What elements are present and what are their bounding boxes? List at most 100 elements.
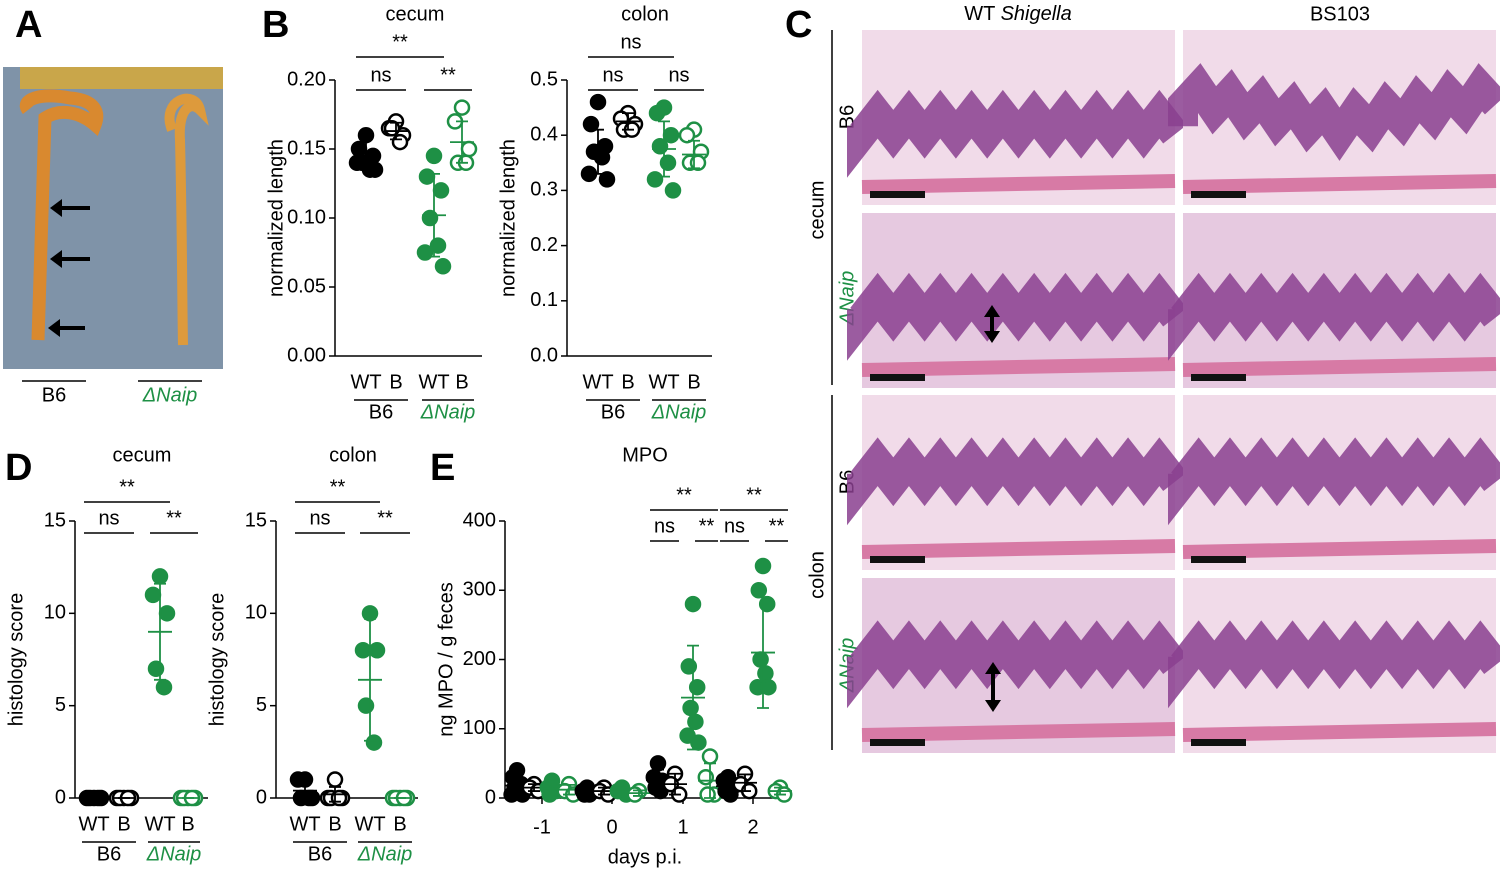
mucosa — [847, 437, 1187, 526]
y-tick-label: 0.05 — [287, 275, 326, 297]
y-axis-label: normalized length — [265, 139, 287, 297]
significance-label: ns — [370, 64, 391, 86]
mucosa — [1168, 272, 1500, 361]
data-point — [155, 678, 173, 696]
y-tick-label: 0 — [55, 786, 66, 808]
data-point — [151, 568, 169, 585]
y-axis-label: ng MPO / g feces — [435, 582, 457, 737]
x-tick-label: WT — [289, 813, 320, 835]
error-bar — [154, 582, 166, 681]
data-point — [664, 182, 682, 199]
significance-label: ** — [699, 515, 715, 537]
error-bar — [511, 775, 523, 796]
error-bar — [704, 762, 716, 799]
y-tick-label: 5 — [256, 694, 267, 716]
data-point — [682, 699, 699, 717]
x-tick-label: WT — [350, 371, 381, 393]
error-bar — [669, 772, 681, 796]
error-bar — [592, 128, 604, 175]
photo-label: B6 — [42, 384, 66, 406]
error-bar — [364, 617, 376, 742]
data-point — [144, 586, 162, 604]
x-tick-label: WT — [418, 371, 449, 393]
column-header: BS103 — [1310, 3, 1370, 25]
y-tick-label: 10 — [245, 602, 267, 624]
y-tick-label: 5 — [55, 694, 66, 716]
data-point — [760, 678, 777, 696]
y-tick-label: 0.0 — [530, 344, 558, 366]
muscle — [1182, 357, 1497, 377]
scale-bar — [1191, 739, 1246, 746]
data-point — [648, 104, 666, 122]
significance-label: ns — [654, 515, 675, 537]
significance-label: ** — [166, 507, 182, 529]
data-point — [701, 748, 719, 765]
significance-label: ns — [668, 64, 689, 86]
group-label: ΔNaip — [357, 843, 413, 865]
x-tick-label: B — [181, 813, 194, 835]
arrowheads — [48, 199, 62, 337]
error-bar — [658, 120, 670, 178]
y-tick-label: 0.10 — [287, 206, 326, 228]
scale-bar — [1191, 191, 1246, 198]
ruler — [20, 67, 223, 89]
mucosa — [847, 272, 1187, 361]
panel-letter: A — [15, 4, 42, 46]
scale-bar — [1191, 374, 1246, 381]
error-bar — [456, 120, 468, 164]
photo-label: ΔNaip — [142, 384, 198, 406]
error-bar — [757, 596, 769, 709]
scale-bar — [1191, 556, 1246, 563]
x-tick-label: WT — [78, 813, 109, 835]
data-point — [354, 642, 372, 659]
y-tick-label: 0 — [256, 786, 267, 808]
significance-label: ** — [377, 507, 393, 529]
error-bar — [581, 788, 593, 796]
column-header: WT Shigella — [964, 3, 1071, 25]
data-point — [453, 99, 471, 116]
x-tick-label: 2 — [747, 816, 758, 838]
data-point — [750, 582, 768, 599]
panel-a-photo: B6 ΔNaip — [3, 67, 223, 406]
data-point — [678, 126, 696, 144]
group-label: ΔNaip — [146, 843, 202, 865]
mucosa — [1168, 620, 1500, 709]
panel-letter: C — [785, 4, 812, 46]
y-tick-label: 400 — [463, 509, 496, 531]
muscle — [1182, 539, 1497, 559]
error-bar — [428, 172, 440, 258]
significance-label: ** — [676, 484, 692, 506]
significance-label: ns — [724, 515, 745, 537]
significance-label: ns — [309, 507, 330, 529]
data-point — [366, 161, 384, 178]
data-point — [589, 93, 607, 111]
data-point — [582, 115, 600, 133]
data-point — [434, 258, 452, 275]
data-point — [598, 171, 616, 188]
y-tick-label: 0.3 — [530, 179, 558, 201]
data-point — [757, 665, 774, 682]
error-bar — [528, 783, 540, 792]
arrowhead — [985, 662, 1001, 712]
y-tick-label: 0.5 — [530, 68, 558, 90]
error-bar — [616, 786, 628, 796]
error-bar — [722, 778, 734, 795]
data-point — [350, 140, 368, 158]
data-point — [662, 126, 680, 144]
y-axis-label: histology score — [206, 593, 228, 726]
arrowhead — [984, 305, 1000, 343]
chart-title: colon — [621, 3, 669, 25]
chart-title: cecum — [386, 3, 445, 25]
x-tick-label: B — [455, 371, 468, 393]
chart-title: colon — [329, 444, 377, 466]
error-bar — [390, 121, 402, 141]
y-axis-label: normalized length — [497, 139, 519, 297]
x-tick-label: 0 — [606, 816, 617, 838]
scale-bar — [870, 739, 925, 746]
y-tick-label: 10 — [44, 602, 66, 624]
error-bar — [360, 134, 372, 170]
y-tick-label: 0 — [485, 786, 496, 808]
cecum-colon-b6 — [19, 89, 104, 341]
x-tick-label: WT — [144, 813, 175, 835]
mucosa — [847, 89, 1187, 178]
